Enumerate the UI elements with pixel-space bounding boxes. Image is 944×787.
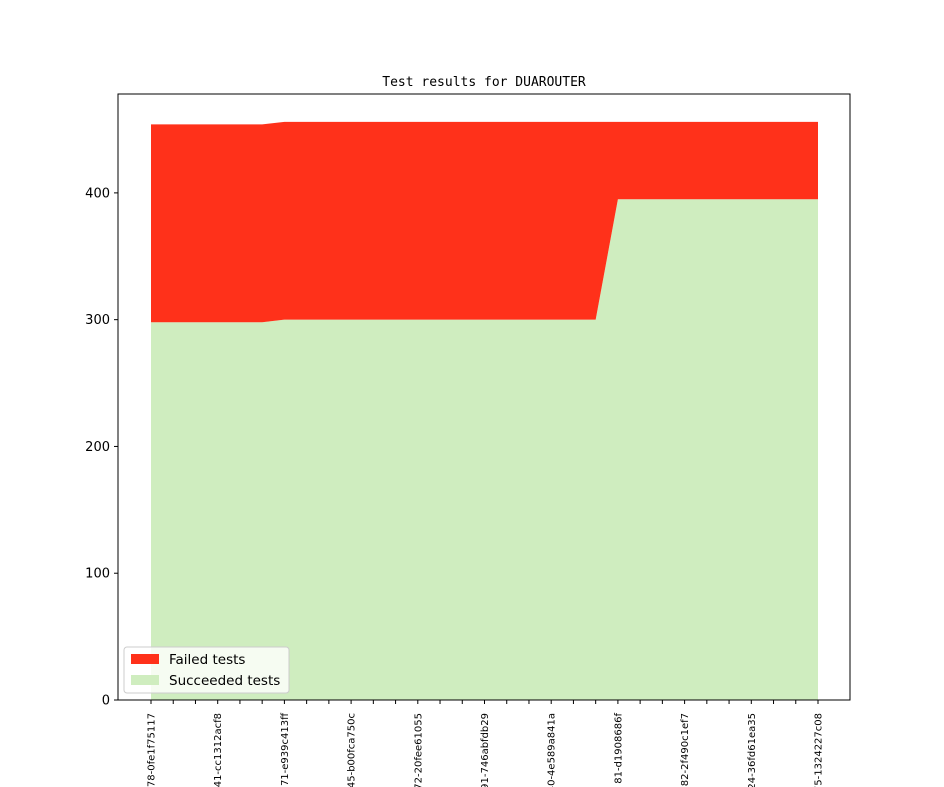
legend: Failed tests Succeeded tests bbox=[123, 646, 290, 694]
series-area-succeeded bbox=[151, 199, 818, 700]
x-axis: 178-0fe1f75117 241-cc1312acf8 271-e939c413… bbox=[147, 700, 825, 787]
x-tick-label: 81-d1908686f bbox=[613, 713, 624, 784]
x-tick-label: 24-36fd61ea35 bbox=[747, 713, 758, 787]
x-tick-label: 178-0fe1f75117 bbox=[147, 713, 158, 787]
legend-swatch-succeeded bbox=[131, 675, 159, 685]
series-area-failed bbox=[151, 121, 818, 323]
legend-label-succeeded: Succeeded tests bbox=[169, 673, 280, 689]
x-tick-label: 271-e939c413ff bbox=[280, 712, 291, 787]
x-tick-label: 45-b00fca750c bbox=[347, 713, 358, 787]
legend-swatch-failed bbox=[131, 654, 159, 664]
y-tick-label: 200 bbox=[85, 440, 110, 455]
y-tick-label: 300 bbox=[85, 313, 110, 328]
chart-title: Test results for DUAROUTER bbox=[382, 75, 586, 90]
x-tick-label: 582-2f490c1ef7 bbox=[680, 713, 691, 787]
x-tick-label: 241-cc1312acf8 bbox=[213, 713, 224, 787]
plot-area bbox=[151, 121, 818, 700]
x-tick-label: 40-4e589a841a bbox=[547, 713, 558, 787]
y-tick-label: 0 bbox=[102, 694, 110, 709]
y-tick-label: 100 bbox=[85, 567, 110, 582]
x-tick-label: 75-1324227c08 bbox=[814, 713, 825, 787]
legend-label-failed: Failed tests bbox=[169, 652, 245, 668]
y-tick-label: 400 bbox=[85, 186, 110, 201]
legend-frame bbox=[123, 646, 290, 694]
x-tick-label: 91-746abfdb29 bbox=[480, 713, 491, 787]
x-tick-label: 72-20fee61055 bbox=[413, 713, 424, 787]
y-axis: 0 100 200 300 400 bbox=[85, 186, 118, 709]
